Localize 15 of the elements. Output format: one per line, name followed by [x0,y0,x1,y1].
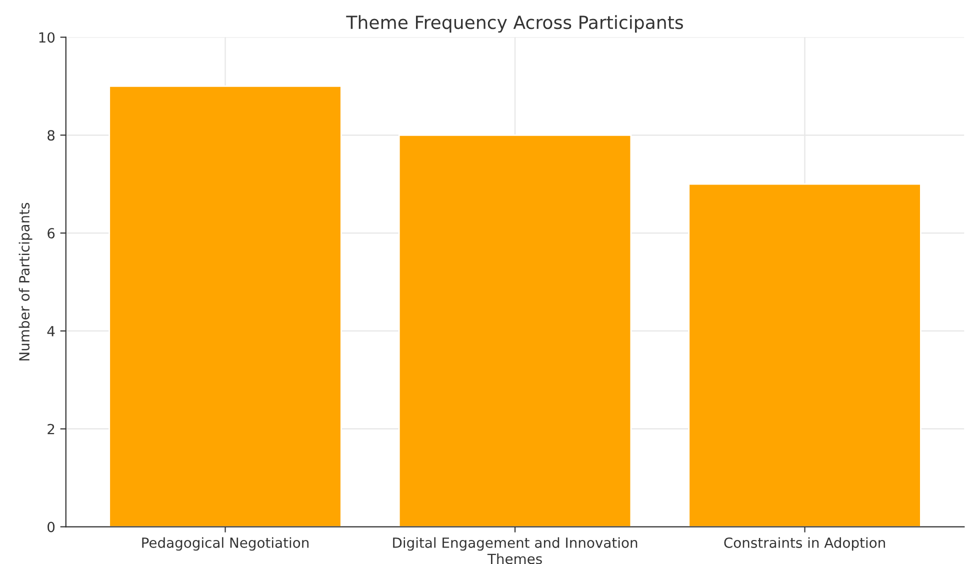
y-tick-label: 2 [48,424,54,434]
x-tick-label: Pedagogical Negotiation [142,537,308,551]
x-tick-label: Digital Engagement and Innovation [393,537,638,551]
bar [108,85,342,527]
x-tick-label: Constraints in Adoption [724,537,885,551]
bar [398,134,632,527]
y-tick-label: 6 [48,228,55,239]
y-tick-label: 10 [39,32,55,43]
bar [688,183,922,527]
x-axis-title: Themes [487,553,542,564]
chart-title: Theme Frequency Across Participants [346,15,683,33]
y-axis-title: Number of Participants [18,202,32,360]
y-tick-label: 4 [47,326,55,336]
y-tick-label: 0 [48,522,55,532]
y-tick-label: 8 [48,130,55,141]
